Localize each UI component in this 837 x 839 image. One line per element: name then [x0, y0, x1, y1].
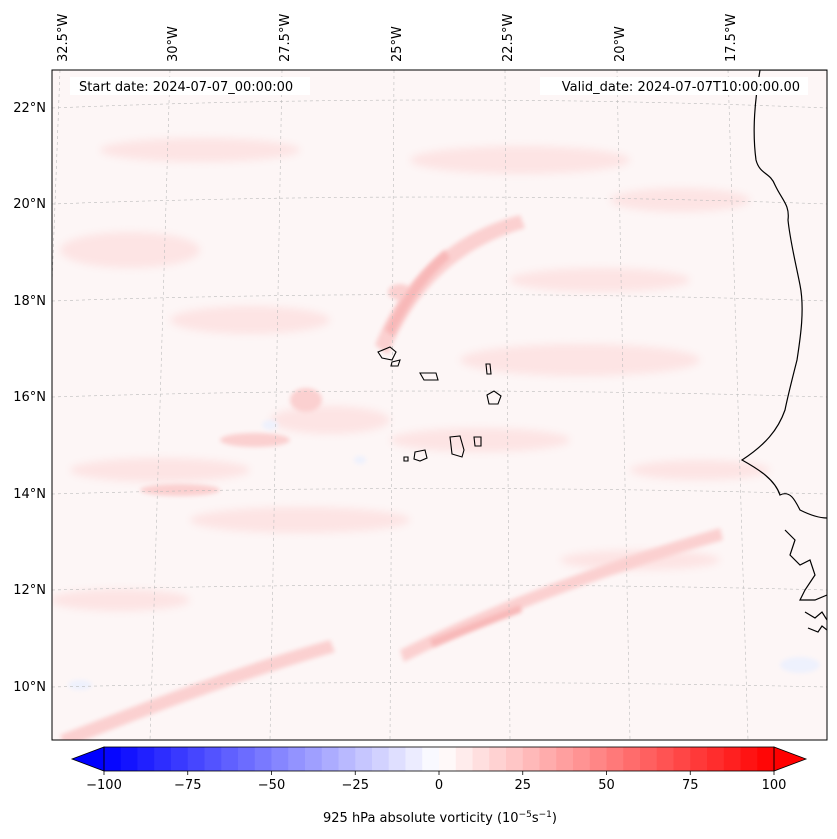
colorbar-segment: [171, 747, 189, 771]
colorbar-segment: [623, 747, 641, 771]
longitude-labels: 32.5°W 30°W 27.5°W 25°W 22.5°W 20°W 17.5…: [56, 14, 739, 62]
colorbar-segment: [472, 747, 490, 771]
colorbar-segment: [589, 747, 607, 771]
colorbar-segment: [422, 747, 440, 771]
colorbar-segment: [707, 747, 725, 771]
lon-label: 17.5°W: [724, 14, 739, 62]
colorbar-segment: [539, 747, 557, 771]
colorbar-segment: [640, 747, 658, 771]
colorbar-min-extend: [70, 746, 105, 772]
colorbar-segment: [221, 747, 239, 771]
colorbar-segment: [656, 747, 674, 771]
colorbar-segment: [388, 747, 406, 771]
colorbar-segment: [757, 747, 775, 771]
colorbar-segment: [522, 747, 540, 771]
colorbar-tick-label: 50: [598, 778, 615, 793]
colorbar-segment: [254, 747, 272, 771]
lat-label: 10°N: [13, 680, 46, 695]
lat-label: 20°N: [13, 197, 46, 212]
lon-label: 22.5°W: [501, 14, 516, 62]
colorbar-segment: [405, 747, 423, 771]
colorbar-segment: [355, 747, 373, 771]
colorbar-tick-label: −50: [258, 778, 285, 793]
colorbar-segment: [104, 747, 122, 771]
colorbar-segment: [556, 747, 574, 771]
colorbar-title: 925 hPa absolute vorticity (10−5s−1): [323, 810, 557, 826]
colorbar-segment: [506, 747, 524, 771]
colorbar-segment: [288, 747, 306, 771]
colorbar-segment: [338, 747, 356, 771]
vorticity-field: [52, 70, 827, 740]
colorbar-segment: [489, 747, 507, 771]
colorbar-segment: [573, 747, 591, 771]
lat-label: 14°N: [13, 487, 46, 502]
start-date-text: Start date: 2024-07-07_00:00:00: [79, 80, 293, 95]
colorbar-max-extend: [773, 746, 808, 772]
latitude-labels: 22°N 20°N 18°N 16°N 14°N 12°N 10°N: [13, 101, 46, 695]
lat-label: 16°N: [13, 390, 46, 405]
colorbar-segment: [204, 747, 222, 771]
valid-date-text: Valid_date: 2024-07-07T10:00:00.00: [562, 80, 800, 95]
lon-label: 30°W: [166, 26, 181, 62]
cape-verde-islands: [377, 346, 502, 462]
colorbar-segment: [238, 747, 256, 771]
colorbar-ticks: −100 −75 −50 −25 0 25 50 75 100: [86, 771, 786, 793]
colorbar-segment: [321, 747, 339, 771]
colorbar-tick-label: 100: [762, 778, 787, 793]
map-frame: [51, 69, 828, 741]
colorbar-segment: [606, 747, 624, 771]
start-date-box: [70, 77, 310, 95]
colorbar-segment: [137, 747, 155, 771]
lat-label: 12°N: [13, 583, 46, 598]
colorbar-segment: [455, 747, 473, 771]
lon-label: 27.5°W: [278, 14, 293, 62]
colorbar-segments: [104, 747, 775, 771]
colorbar-segment: [439, 747, 457, 771]
colorbar-segment: [305, 747, 323, 771]
colorbar-segment: [120, 747, 138, 771]
lon-label: 25°W: [390, 26, 405, 62]
colorbar-segment: [187, 747, 205, 771]
colorbar-tick-label: −100: [86, 778, 122, 793]
colorbar-tick-label: 25: [514, 778, 531, 793]
colorbar-segment: [673, 747, 691, 771]
colorbar-segment: [154, 747, 172, 771]
colorbar-segment: [740, 747, 758, 771]
lat-label: 18°N: [13, 294, 46, 309]
valid-date-box: [540, 77, 808, 95]
graticule: [52, 70, 827, 740]
colorbar-tick-label: 75: [682, 778, 699, 793]
colorbar-segment: [372, 747, 390, 771]
colorbar-segment: [723, 747, 741, 771]
lon-label: 32.5°W: [56, 14, 71, 62]
colorbar-tick-label: −25: [342, 778, 369, 793]
colorbar-tick-label: −75: [174, 778, 201, 793]
coastline-africa: [740, 70, 827, 633]
colorbar-segment: [271, 747, 289, 771]
lat-label: 22°N: [13, 101, 46, 116]
lon-label: 20°W: [613, 26, 628, 62]
colorbar-tick-label: 0: [435, 778, 443, 793]
colorbar: −100 −75 −50 −25 0 25 50 75 100 925 hPa absolute…: [70, 746, 808, 826]
colorbar-segment: [690, 747, 708, 771]
